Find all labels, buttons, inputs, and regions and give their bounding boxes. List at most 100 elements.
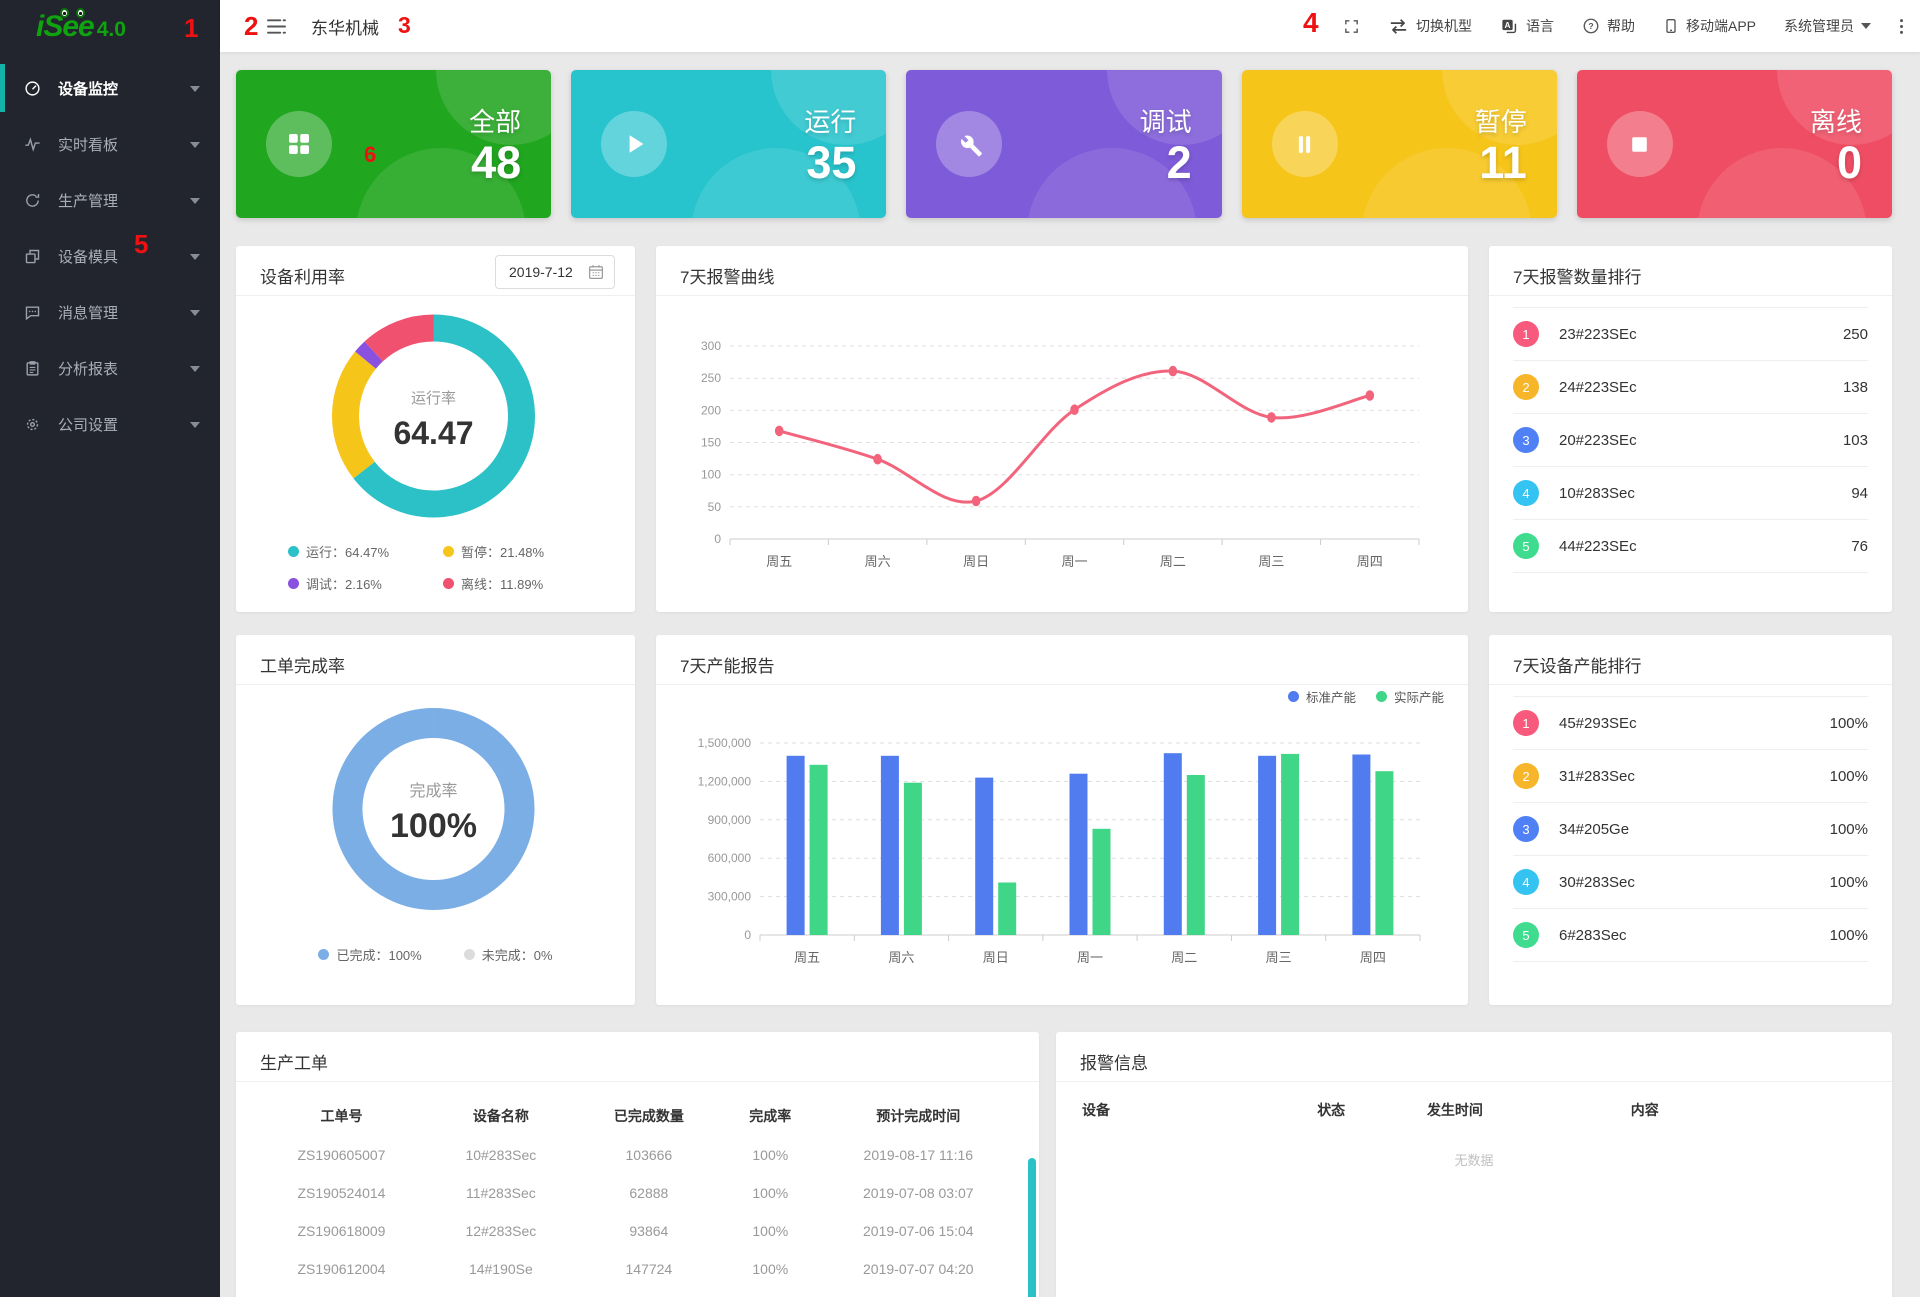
calendar-icon [587, 263, 605, 281]
logo[interactable]: iSee 4.0 [0, 0, 220, 52]
panel-head: 7天产能报告 [656, 635, 1468, 685]
sidebar-item-device-mold[interactable]: 设备模具 [0, 228, 220, 284]
cell: ZS190605007 [297, 1147, 386, 1163]
grid-icon [266, 111, 332, 177]
sidebar-item-report[interactable]: 分析报表 [0, 340, 220, 396]
card-label: 运行 [804, 106, 857, 137]
menu-toggle-icon[interactable] [266, 18, 287, 35]
card-value: 48 [471, 136, 522, 188]
status-card-all[interactable]: 全部 48 [236, 70, 552, 218]
phone-icon [1663, 17, 1679, 35]
sidebar-item-message[interactable]: 消息管理 [0, 284, 220, 340]
cell: ZS190612004 [297, 1261, 386, 1277]
chevron-down-icon [190, 253, 200, 265]
panel-head: 7天报警曲线 [656, 246, 1468, 296]
donut-chart-svg: 运行率 64.47 [332, 314, 535, 518]
svg-text:周五: 周五 [766, 554, 792, 569]
date-picker[interactable]: 2019-7-12 [495, 255, 615, 289]
device-name: 45#293SEc [1559, 714, 1637, 732]
status-card-paused[interactable]: 暂停 11 [1241, 70, 1557, 218]
status-card-offline[interactable]: 离线 0 [1576, 70, 1892, 218]
sidebar: iSee 4.0 设备监控 实时看板 生产管理 设备模具 消息管理 [0, 0, 220, 1297]
dashboard-row-1: 设备利用率 2019-7-12 运行率 64.47 运行：64.47% 暂停：21… [236, 246, 1892, 612]
cell: 93864 [629, 1223, 669, 1239]
utilization-donut-chart: 运行率 64.47 [236, 296, 635, 536]
topbar: 东华机械 切换机型 A 语言 ? 帮助 移动端APP [220, 0, 1920, 52]
panel-order-completion: 工单完成率 完成率 100% 已完成：100% 未完成：0% [236, 635, 635, 1005]
table-scrollbar[interactable] [1028, 1158, 1036, 1297]
device-name: 23#223SEc [1559, 325, 1637, 343]
svg-text:300: 300 [701, 339, 721, 353]
language-button[interactable]: A 语言 [1500, 16, 1554, 36]
status-card-running[interactable]: 运行 35 [571, 70, 887, 218]
panel-title: 7天设备产能排行 [1513, 657, 1642, 676]
gauge-icon [24, 80, 44, 97]
more-menu-button[interactable] [1899, 17, 1904, 36]
panel-head: 工单完成率 [236, 635, 635, 685]
fullscreen-button[interactable] [1343, 18, 1360, 35]
rank-value: 100% [1829, 820, 1868, 838]
chevron-down-icon [190, 365, 200, 377]
svg-text:A: A [1505, 19, 1511, 29]
alarm-ranking-list: 1 23#223SEc 250 2 24#223SEc 138 3 20#223… [1513, 307, 1868, 573]
rank-badge: 3 [1513, 816, 1539, 842]
sidebar-item-production[interactable]: 生产管理 [0, 172, 220, 228]
cell: 11#283Sec [465, 1185, 536, 1201]
report-icon [24, 360, 44, 377]
switch-model-button[interactable]: 切换机型 [1388, 16, 1472, 36]
chevron-down-icon [1861, 23, 1871, 34]
svg-text:900,000: 900,000 [708, 813, 752, 827]
card-value: 35 [806, 136, 857, 188]
status-card-debug[interactable]: 调试 2 [906, 70, 1222, 218]
admin-menu[interactable]: 系统管理员 [1784, 16, 1871, 36]
annotation-marker-4: 4 [1303, 7, 1319, 38]
alarm-ranking-row: 5 44#223SEc 76 [1513, 520, 1868, 573]
card-text: 全部 48 [469, 102, 521, 186]
svg-text:周四: 周四 [1360, 950, 1386, 965]
legend-item: 暂停：21.48% [443, 542, 583, 561]
pulse-icon [24, 136, 44, 153]
panel-title: 设备利用率 [260, 268, 345, 287]
sidebar-item-device-monitor[interactable]: 设备监控 [0, 60, 220, 116]
cell: 62888 [629, 1185, 669, 1201]
panel-device-utilization: 设备利用率 2019-7-12 运行率 64.47 运行：64.47% 暂停：21… [236, 246, 635, 612]
work-order-row[interactable]: ZS190618009 12#283Sec 93864 100% 2019-07-06 … [258, 1212, 1017, 1250]
cell: 100% [752, 1223, 789, 1239]
capacity-ranking-row: 1 45#293SEc 100% [1513, 697, 1868, 750]
capacity-bar-chart: 0 300,000 600,000 900,000 1,200,000 1,500,000… [656, 685, 1468, 991]
work-order-row[interactable]: ZS190524014 11#283Sec 62888 100% 2019-07-08 … [258, 1174, 1017, 1212]
work-order-row[interactable]: ZS190605007 10#283Sec 103666 100% 2019-08-17… [258, 1136, 1017, 1174]
stop-icon [1606, 111, 1673, 177]
rank-badge: 1 [1513, 321, 1539, 347]
column-header: 完成率 [749, 1108, 792, 1124]
cell: 147724 [625, 1261, 673, 1277]
chevron-down-icon [190, 197, 200, 209]
work-order-row[interactable]: ZS19022691815#190Se80024100%2019-06-20 1… [258, 1288, 1017, 1297]
panel-head: 生产工单 [236, 1032, 1039, 1082]
cell: 2019-07-07 04:20 [863, 1261, 974, 1277]
rank-value: 100% [1829, 873, 1868, 891]
sidebar-item-company-settings[interactable]: 公司设置 [0, 396, 220, 452]
sidebar-item-realtime-board[interactable]: 实时看板 [0, 116, 220, 172]
mobile-app-button[interactable]: 移动端APP [1663, 16, 1756, 36]
legend-item: 运行：64.47% [288, 542, 443, 561]
panel-work-orders: 生产工单 工单号 设备名称 已完成数量 完成率 预计完成时间 ZS190605007 10#… [236, 1032, 1039, 1297]
rank-badge: 4 [1513, 869, 1539, 895]
column-header: 设备名称 [472, 1108, 529, 1124]
device-name: 6#283Sec [1559, 926, 1627, 944]
cell: 2019-08-17 11:16 [863, 1147, 974, 1163]
cell: 100% [752, 1261, 789, 1277]
status-cards-row: 全部 48 运行 35 调试 2 暂停 11 [236, 70, 1892, 218]
svg-text:?: ? [1588, 21, 1593, 31]
rank-value: 138 [1842, 378, 1868, 396]
panel-capacity-report: 7天产能报告 标准产能 实际产能 0 300,000 600,000 900,000 1,… [656, 635, 1468, 1005]
svg-text:250: 250 [701, 371, 721, 385]
logo-version: 4.0 [96, 18, 126, 41]
help-button[interactable]: ? 帮助 [1582, 16, 1635, 36]
card-text: 暂停 11 [1475, 102, 1527, 186]
work-order-row[interactable]: ZS190612004 14#190Se 147724 100% 2019-07-07 … [258, 1250, 1017, 1288]
svg-text:周二: 周二 [1160, 554, 1186, 569]
rank-value: 100% [1829, 767, 1868, 785]
panel-title: 报警信息 [1080, 1054, 1148, 1073]
card-value: 11 [1479, 136, 1527, 188]
